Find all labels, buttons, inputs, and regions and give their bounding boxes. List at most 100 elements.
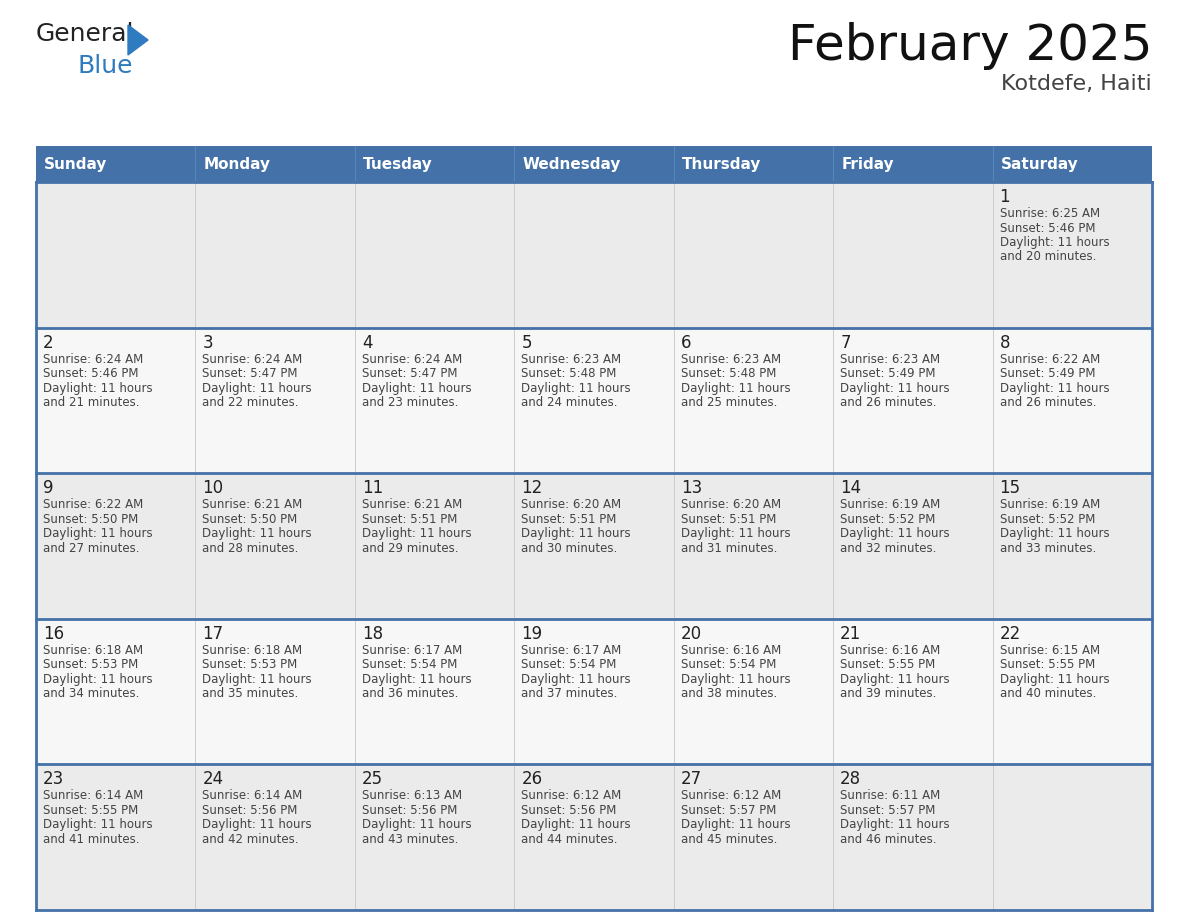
Text: Sunset: 5:50 PM: Sunset: 5:50 PM: [202, 512, 298, 526]
Text: Daylight: 11 hours: Daylight: 11 hours: [202, 382, 312, 395]
Text: Sunrise: 6:18 AM: Sunrise: 6:18 AM: [43, 644, 143, 656]
Bar: [833, 619, 992, 765]
Text: and 38 minutes.: and 38 minutes.: [681, 688, 777, 700]
Text: Daylight: 11 hours: Daylight: 11 hours: [522, 673, 631, 686]
Text: Sunrise: 6:12 AM: Sunrise: 6:12 AM: [522, 789, 621, 802]
Bar: [196, 182, 355, 328]
Text: Sunset: 5:55 PM: Sunset: 5:55 PM: [999, 658, 1095, 671]
Text: Sunrise: 6:14 AM: Sunrise: 6:14 AM: [202, 789, 303, 802]
Bar: [196, 146, 355, 182]
Text: and 26 minutes.: and 26 minutes.: [840, 396, 936, 409]
Text: 24: 24: [202, 770, 223, 789]
Bar: [833, 473, 992, 619]
Bar: [833, 328, 992, 473]
Text: Daylight: 11 hours: Daylight: 11 hours: [681, 673, 790, 686]
Bar: [992, 765, 1152, 910]
Text: Sunset: 5:48 PM: Sunset: 5:48 PM: [522, 367, 617, 380]
Text: Sunset: 5:51 PM: Sunset: 5:51 PM: [681, 512, 776, 526]
Text: Sunrise: 6:16 AM: Sunrise: 6:16 AM: [840, 644, 941, 656]
Text: Sunday: Sunday: [44, 156, 107, 172]
Text: Daylight: 11 hours: Daylight: 11 hours: [362, 382, 472, 395]
Text: Sunrise: 6:22 AM: Sunrise: 6:22 AM: [999, 353, 1100, 365]
Text: Sunset: 5:51 PM: Sunset: 5:51 PM: [522, 512, 617, 526]
Text: and 33 minutes.: and 33 minutes.: [999, 542, 1095, 554]
Text: Daylight: 11 hours: Daylight: 11 hours: [43, 527, 152, 540]
Text: Sunrise: 6:11 AM: Sunrise: 6:11 AM: [840, 789, 941, 802]
Bar: [674, 146, 833, 182]
Bar: [196, 473, 355, 619]
Text: Sunrise: 6:13 AM: Sunrise: 6:13 AM: [362, 789, 462, 802]
Text: 12: 12: [522, 479, 543, 498]
Bar: [355, 146, 514, 182]
Text: Sunrise: 6:20 AM: Sunrise: 6:20 AM: [522, 498, 621, 511]
Text: and 28 minutes.: and 28 minutes.: [202, 542, 299, 554]
Text: 9: 9: [43, 479, 53, 498]
Bar: [36, 619, 196, 765]
Text: Daylight: 11 hours: Daylight: 11 hours: [43, 673, 152, 686]
Text: 6: 6: [681, 333, 691, 352]
Text: Daylight: 11 hours: Daylight: 11 hours: [202, 673, 312, 686]
Text: and 29 minutes.: and 29 minutes.: [362, 542, 459, 554]
Bar: [196, 619, 355, 765]
Text: Sunrise: 6:20 AM: Sunrise: 6:20 AM: [681, 498, 781, 511]
Text: Daylight: 11 hours: Daylight: 11 hours: [43, 382, 152, 395]
Text: Sunset: 5:56 PM: Sunset: 5:56 PM: [522, 804, 617, 817]
Bar: [992, 619, 1152, 765]
Text: 15: 15: [999, 479, 1020, 498]
Text: Saturday: Saturday: [1000, 156, 1079, 172]
Text: 21: 21: [840, 625, 861, 643]
Text: and 42 minutes.: and 42 minutes.: [202, 833, 299, 845]
Text: Sunrise: 6:17 AM: Sunrise: 6:17 AM: [362, 644, 462, 656]
Text: Sunrise: 6:24 AM: Sunrise: 6:24 AM: [362, 353, 462, 365]
Text: Sunset: 5:49 PM: Sunset: 5:49 PM: [840, 367, 936, 380]
Bar: [514, 182, 674, 328]
Text: Sunset: 5:55 PM: Sunset: 5:55 PM: [840, 658, 935, 671]
Text: 3: 3: [202, 333, 213, 352]
Text: General: General: [36, 22, 134, 46]
Bar: [514, 619, 674, 765]
Text: 28: 28: [840, 770, 861, 789]
Text: and 31 minutes.: and 31 minutes.: [681, 542, 777, 554]
Text: 13: 13: [681, 479, 702, 498]
Text: 17: 17: [202, 625, 223, 643]
Text: Daylight: 11 hours: Daylight: 11 hours: [522, 527, 631, 540]
Bar: [833, 182, 992, 328]
Text: Daylight: 11 hours: Daylight: 11 hours: [681, 527, 790, 540]
Text: 26: 26: [522, 770, 543, 789]
Text: Wednesday: Wednesday: [523, 156, 620, 172]
Text: Sunrise: 6:15 AM: Sunrise: 6:15 AM: [999, 644, 1100, 656]
Text: Sunrise: 6:18 AM: Sunrise: 6:18 AM: [202, 644, 303, 656]
Text: Daylight: 11 hours: Daylight: 11 hours: [43, 819, 152, 832]
Text: Daylight: 11 hours: Daylight: 11 hours: [362, 527, 472, 540]
Text: 16: 16: [43, 625, 64, 643]
Text: Sunrise: 6:25 AM: Sunrise: 6:25 AM: [999, 207, 1100, 220]
Text: and 24 minutes.: and 24 minutes.: [522, 396, 618, 409]
Text: and 43 minutes.: and 43 minutes.: [362, 833, 459, 845]
Text: and 23 minutes.: and 23 minutes.: [362, 396, 459, 409]
Text: Sunrise: 6:17 AM: Sunrise: 6:17 AM: [522, 644, 621, 656]
Text: Sunrise: 6:23 AM: Sunrise: 6:23 AM: [681, 353, 781, 365]
Text: 27: 27: [681, 770, 702, 789]
Text: and 27 minutes.: and 27 minutes.: [43, 542, 139, 554]
Bar: [833, 146, 992, 182]
Text: and 32 minutes.: and 32 minutes.: [840, 542, 936, 554]
Text: and 25 minutes.: and 25 minutes.: [681, 396, 777, 409]
Text: Daylight: 11 hours: Daylight: 11 hours: [840, 673, 949, 686]
Text: and 44 minutes.: and 44 minutes.: [522, 833, 618, 845]
Bar: [355, 328, 514, 473]
Text: Daylight: 11 hours: Daylight: 11 hours: [999, 673, 1110, 686]
Text: Sunset: 5:46 PM: Sunset: 5:46 PM: [999, 221, 1095, 234]
Text: Sunrise: 6:24 AM: Sunrise: 6:24 AM: [202, 353, 303, 365]
Text: and 39 minutes.: and 39 minutes.: [840, 688, 936, 700]
Text: Sunset: 5:49 PM: Sunset: 5:49 PM: [999, 367, 1095, 380]
Text: Daylight: 11 hours: Daylight: 11 hours: [840, 382, 949, 395]
Bar: [355, 182, 514, 328]
Text: and 30 minutes.: and 30 minutes.: [522, 542, 618, 554]
Text: Tuesday: Tuesday: [362, 156, 432, 172]
Text: Sunset: 5:55 PM: Sunset: 5:55 PM: [43, 804, 138, 817]
Text: 5: 5: [522, 333, 532, 352]
Text: and 46 minutes.: and 46 minutes.: [840, 833, 936, 845]
Text: Sunrise: 6:19 AM: Sunrise: 6:19 AM: [840, 498, 941, 511]
Text: Kotdefe, Haiti: Kotdefe, Haiti: [1001, 74, 1152, 94]
Text: Friday: Friday: [841, 156, 893, 172]
